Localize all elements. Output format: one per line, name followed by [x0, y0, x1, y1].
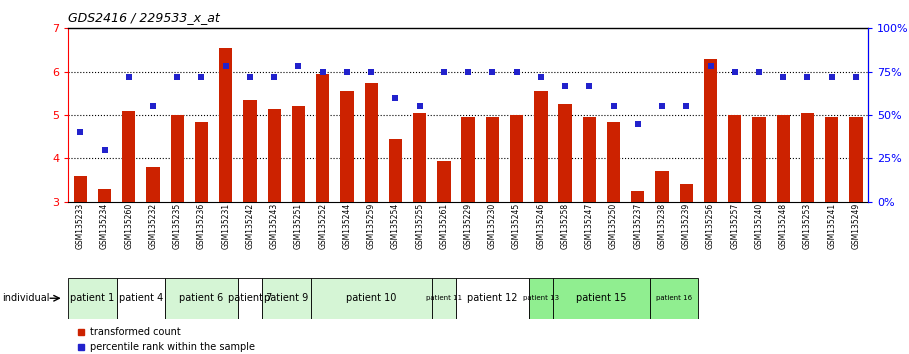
Point [461, 69, 475, 75]
Text: patient 12: patient 12 [467, 293, 517, 303]
Bar [413, 113, 426, 202]
Bar [553, 278, 650, 319]
Text: patient 15: patient 15 [576, 293, 626, 303]
Text: patient 16: patient 16 [656, 295, 693, 301]
Text: patient 1: patient 1 [70, 293, 115, 303]
Point [800, 74, 814, 80]
Text: patient 11: patient 11 [425, 295, 462, 301]
Point [195, 74, 209, 80]
Bar [437, 161, 451, 202]
Text: patient 13: patient 13 [523, 295, 559, 301]
Point [631, 121, 645, 127]
Bar [365, 82, 378, 202]
Bar [292, 106, 305, 202]
Text: patient 6: patient 6 [179, 293, 224, 303]
Point [849, 74, 864, 80]
Point [243, 74, 257, 80]
Point [534, 74, 548, 80]
Point [267, 74, 282, 80]
Bar [267, 109, 281, 202]
Bar [728, 115, 742, 202]
Point [654, 103, 669, 109]
Point [436, 69, 451, 75]
Point [485, 69, 500, 75]
Bar [801, 113, 814, 202]
Point [291, 64, 305, 69]
Text: patient 7: patient 7 [228, 293, 272, 303]
Point [97, 147, 112, 153]
Bar [680, 184, 693, 202]
Point [73, 130, 87, 135]
Point [606, 103, 621, 109]
Bar [311, 278, 432, 319]
Bar [753, 117, 765, 202]
Point [582, 83, 596, 88]
Point [170, 74, 185, 80]
Bar [98, 189, 111, 202]
Bar [534, 91, 547, 202]
Bar [510, 115, 524, 202]
Point [364, 69, 378, 75]
Bar [631, 191, 644, 202]
Point [340, 69, 355, 75]
Point [752, 69, 766, 75]
Bar [238, 278, 262, 319]
Bar [74, 176, 87, 202]
Bar [195, 121, 208, 202]
Bar [456, 278, 529, 319]
Bar [389, 139, 402, 202]
Point [679, 103, 694, 109]
Point [145, 103, 160, 109]
Bar [340, 91, 354, 202]
Bar [558, 104, 572, 202]
Point [122, 74, 136, 80]
Bar [165, 278, 238, 319]
Bar [607, 121, 620, 202]
Bar [776, 115, 790, 202]
Point [824, 74, 839, 80]
Point [509, 69, 524, 75]
Bar [122, 111, 135, 202]
Text: individual: individual [2, 293, 49, 303]
Text: patient 10: patient 10 [346, 293, 396, 303]
Point [388, 95, 403, 101]
Text: patient 4: patient 4 [119, 293, 163, 303]
Bar [116, 278, 165, 319]
Bar [432, 278, 456, 319]
Bar [462, 117, 474, 202]
Bar [583, 117, 596, 202]
Point [218, 64, 233, 69]
Bar [171, 115, 184, 202]
Point [558, 83, 573, 88]
Bar [704, 59, 717, 202]
Text: GDS2416 / 229533_x_at: GDS2416 / 229533_x_at [68, 11, 220, 24]
Bar [219, 48, 233, 202]
Bar [146, 167, 160, 202]
Point [413, 103, 427, 109]
Point [315, 69, 330, 75]
Bar [825, 117, 838, 202]
Bar [849, 117, 863, 202]
Point [727, 69, 742, 75]
Bar [244, 100, 256, 202]
Point [704, 64, 718, 69]
Bar [316, 74, 329, 202]
Bar [529, 278, 553, 319]
Legend: transformed count, percentile rank within the sample: transformed count, percentile rank withi… [73, 324, 258, 354]
Bar [68, 278, 116, 319]
Bar [262, 278, 311, 319]
Bar [655, 171, 669, 202]
Bar [650, 278, 698, 319]
Bar [485, 117, 499, 202]
Point [776, 74, 791, 80]
Text: patient 9: patient 9 [265, 293, 308, 303]
